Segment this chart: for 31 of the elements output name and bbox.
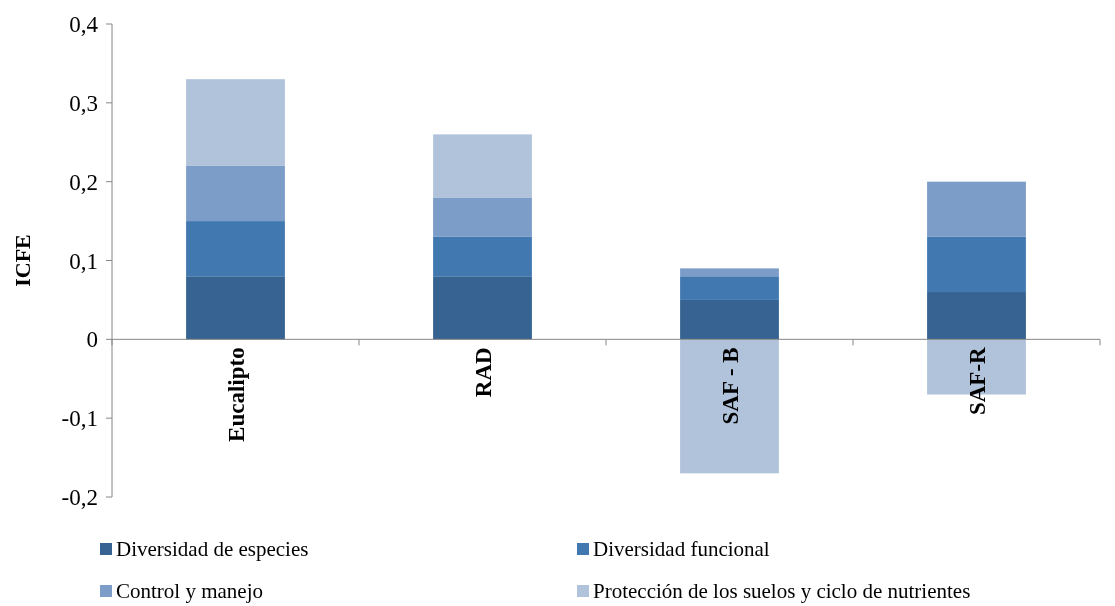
x-tick-label: Eucalipto <box>223 347 249 442</box>
bar <box>680 268 779 277</box>
y-tick-label: 0,1 <box>69 248 98 274</box>
y-tick-label: 0,4 <box>69 12 99 38</box>
legend-label: Protección de los suelos y ciclo de nutrientes <box>593 579 971 604</box>
y-tick-label: 0,2 <box>69 169 98 195</box>
y-tick-label: 0,3 <box>69 90 98 116</box>
bar <box>680 276 779 300</box>
bar <box>433 197 532 237</box>
y-axis-title: ICFE <box>10 234 35 287</box>
legend-label: Diversidad de especies <box>116 537 309 562</box>
bar <box>927 236 1026 293</box>
x-tick-label: RAD <box>470 347 496 398</box>
bar <box>680 339 779 474</box>
bar <box>186 276 285 340</box>
x-tick-label: SAF - B <box>717 347 743 425</box>
bar <box>927 292 1026 340</box>
bar <box>186 165 285 222</box>
bar <box>186 79 285 166</box>
y-tick-label: -0,1 <box>61 406 98 432</box>
legend-label: Control y manejo <box>116 579 263 604</box>
bar <box>186 221 285 277</box>
bar <box>927 181 1026 237</box>
bar <box>433 276 532 340</box>
y-tick-label: 0 <box>86 327 98 353</box>
x-tick-label: SAF-R <box>964 346 990 416</box>
y-tick-label: -0,2 <box>61 485 98 511</box>
bar <box>680 299 779 340</box>
legend-label: Diversidad funcional <box>593 537 770 562</box>
bar <box>433 236 532 277</box>
bar <box>433 134 532 198</box>
